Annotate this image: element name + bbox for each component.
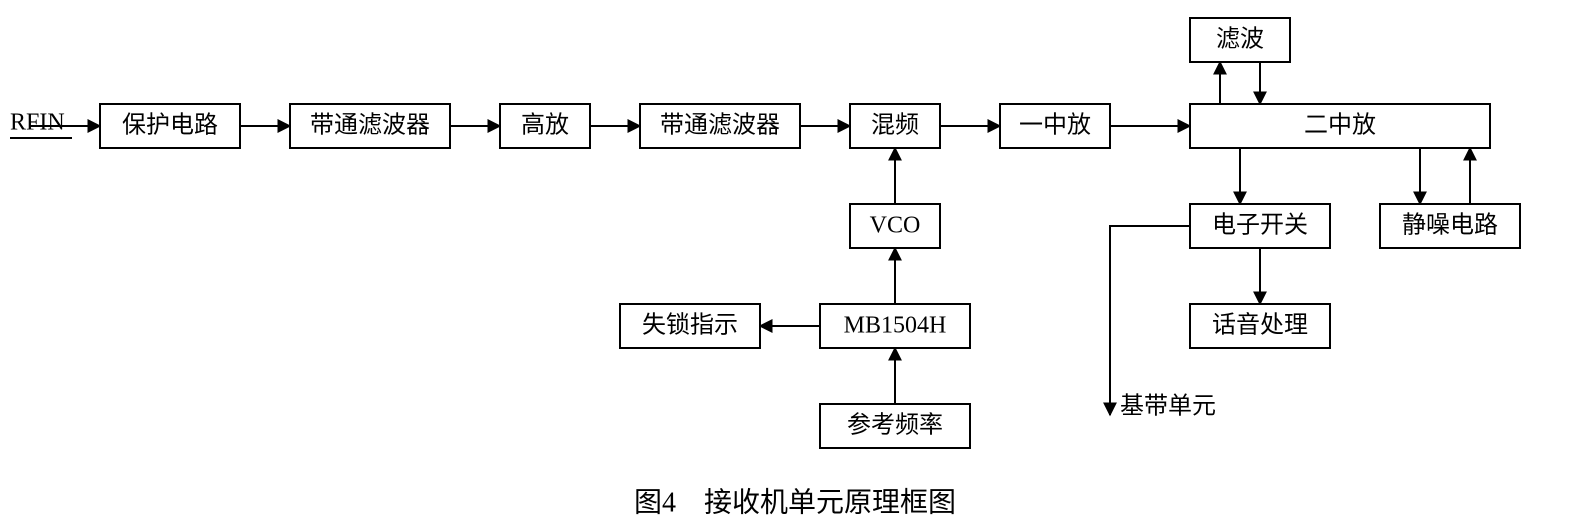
block-label-unlock: 失锁指示 <box>642 312 738 339</box>
rfin-label: RFIN <box>10 110 65 136</box>
block-label-vco: VCO <box>870 213 921 239</box>
block-mixer: 混频 <box>850 104 940 148</box>
block-if2: 二中放 <box>1190 104 1490 148</box>
block-rfa: 高放 <box>500 104 590 148</box>
block-label-bpf2: 带通滤波器 <box>660 112 780 139</box>
block-label-squelch: 静噪电路 <box>1402 212 1498 239</box>
receiver-block-diagram: 保护电路 带通滤波器 高放 带通滤波器 混频 一中放 二中放 滤波 VCO MB1504H 失锁指示… <box>0 0 1591 528</box>
block-label-if2: 二中放 <box>1304 112 1376 139</box>
free-labels: RFIN 基带单元图4 接收机单元原理框图 <box>10 110 1216 519</box>
block-squelch: 静噪电路 <box>1380 204 1520 248</box>
block-label-mb1504h: MB1504H <box>844 313 947 339</box>
block-protect: 保护电路 <box>100 104 240 148</box>
block-eswitch: 电子开关 <box>1190 204 1330 248</box>
block-unlock: 失锁指示 <box>620 304 760 348</box>
block-mb1504h: MB1504H <box>820 304 970 348</box>
block-if1: 一中放 <box>1000 104 1110 148</box>
baseband-label: 基带单元 <box>1120 393 1216 420</box>
block-label-refreq: 参考频率 <box>847 412 943 439</box>
block-voice: 话音处理 <box>1190 304 1330 348</box>
block-label-bpf1: 带通滤波器 <box>310 112 430 139</box>
block-refreq: 参考频率 <box>820 404 970 448</box>
block-bpf1: 带通滤波器 <box>290 104 450 148</box>
edge-eswitch_split-baseband <box>1110 226 1190 415</box>
nodes: 保护电路 带通滤波器 高放 带通滤波器 混频 一中放 二中放 滤波 VCO MB1504H 失锁指示… <box>100 18 1520 448</box>
block-label-filter: 滤波 <box>1216 26 1264 53</box>
block-bpf2: 带通滤波器 <box>640 104 800 148</box>
block-label-rfa: 高放 <box>521 112 569 139</box>
block-label-voice: 话音处理 <box>1212 312 1308 339</box>
block-vco: VCO <box>850 204 940 248</box>
block-label-eswitch: 电子开关 <box>1212 212 1308 239</box>
block-label-if1: 一中放 <box>1019 112 1091 139</box>
figure-caption: 图4 接收机单元原理框图 <box>634 486 956 518</box>
block-filter: 滤波 <box>1190 18 1290 62</box>
block-label-protect: 保护电路 <box>122 112 218 139</box>
block-label-mixer: 混频 <box>871 112 919 139</box>
